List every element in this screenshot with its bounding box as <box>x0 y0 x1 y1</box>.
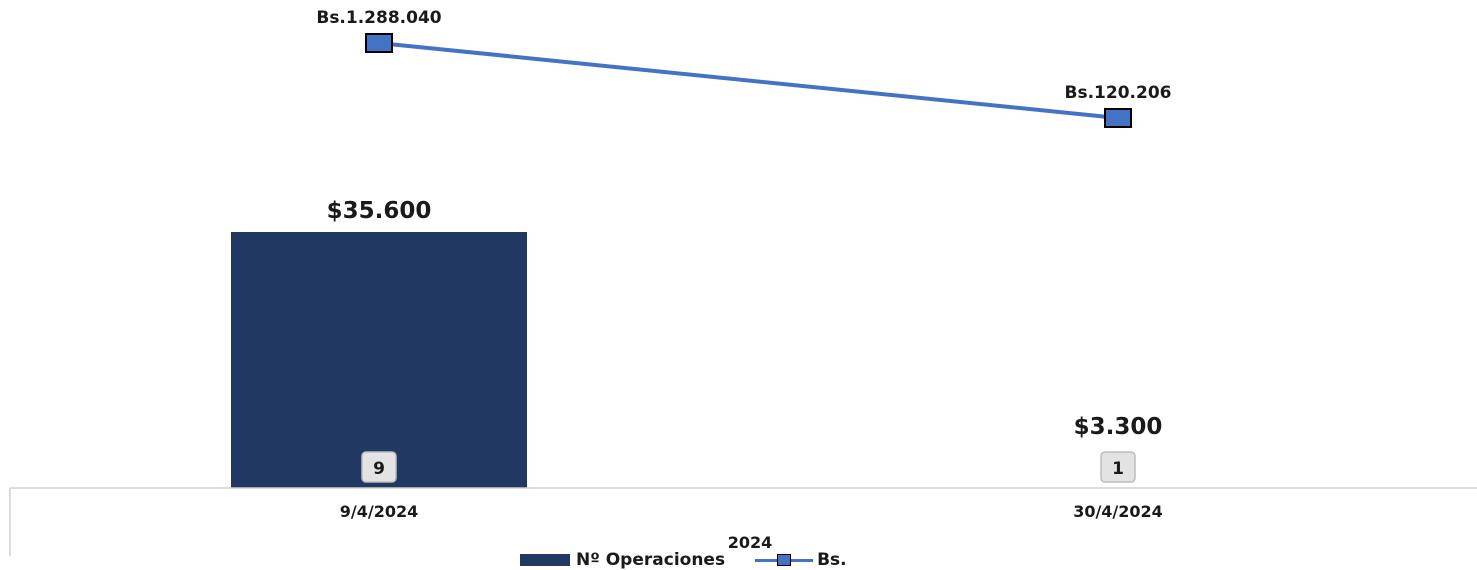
x-axis-title: 2024 <box>727 533 773 552</box>
x-tick-1: 9/4/2024 <box>340 502 418 521</box>
legend-bar-swatch <box>520 554 570 566</box>
bar-series: $35.600 9 $3.300 1 <box>231 198 1162 488</box>
legend-line-swatch <box>755 553 814 567</box>
count-badge-2 <box>1100 451 1136 483</box>
line-marker-2 <box>1104 108 1132 128</box>
count-badge-1 <box>361 451 397 483</box>
x-tick-labels: 9/4/2024 30/4/2024 <box>340 502 1163 521</box>
legend-line-label: Bs. <box>817 550 847 570</box>
bar-1 <box>231 232 527 488</box>
legend: Nº Operaciones Bs. <box>520 550 877 570</box>
line-value-label-1: Bs.1.288.040 <box>316 8 441 28</box>
line-value-label-2: Bs.120.206 <box>1065 83 1172 103</box>
legend-item-bar: Nº Operaciones <box>520 550 725 570</box>
line-path <box>378 41 1119 120</box>
x-tick-2: 30/4/2024 <box>1073 502 1163 521</box>
count-label-1: 9 <box>373 459 385 479</box>
line-series: Bs.1.288.040 Bs.120.206 <box>316 8 1172 128</box>
count-label-2: 1 <box>1112 459 1124 479</box>
bar-amount-label-1: $35.600 <box>327 198 432 224</box>
bar-amount-label-2: $3.300 <box>1074 414 1163 440</box>
line-marker-1 <box>365 33 393 53</box>
legend-item-line: Bs. <box>755 550 847 570</box>
legend-bar-label: Nº Operaciones <box>576 550 726 570</box>
x-axis <box>9 487 1477 556</box>
